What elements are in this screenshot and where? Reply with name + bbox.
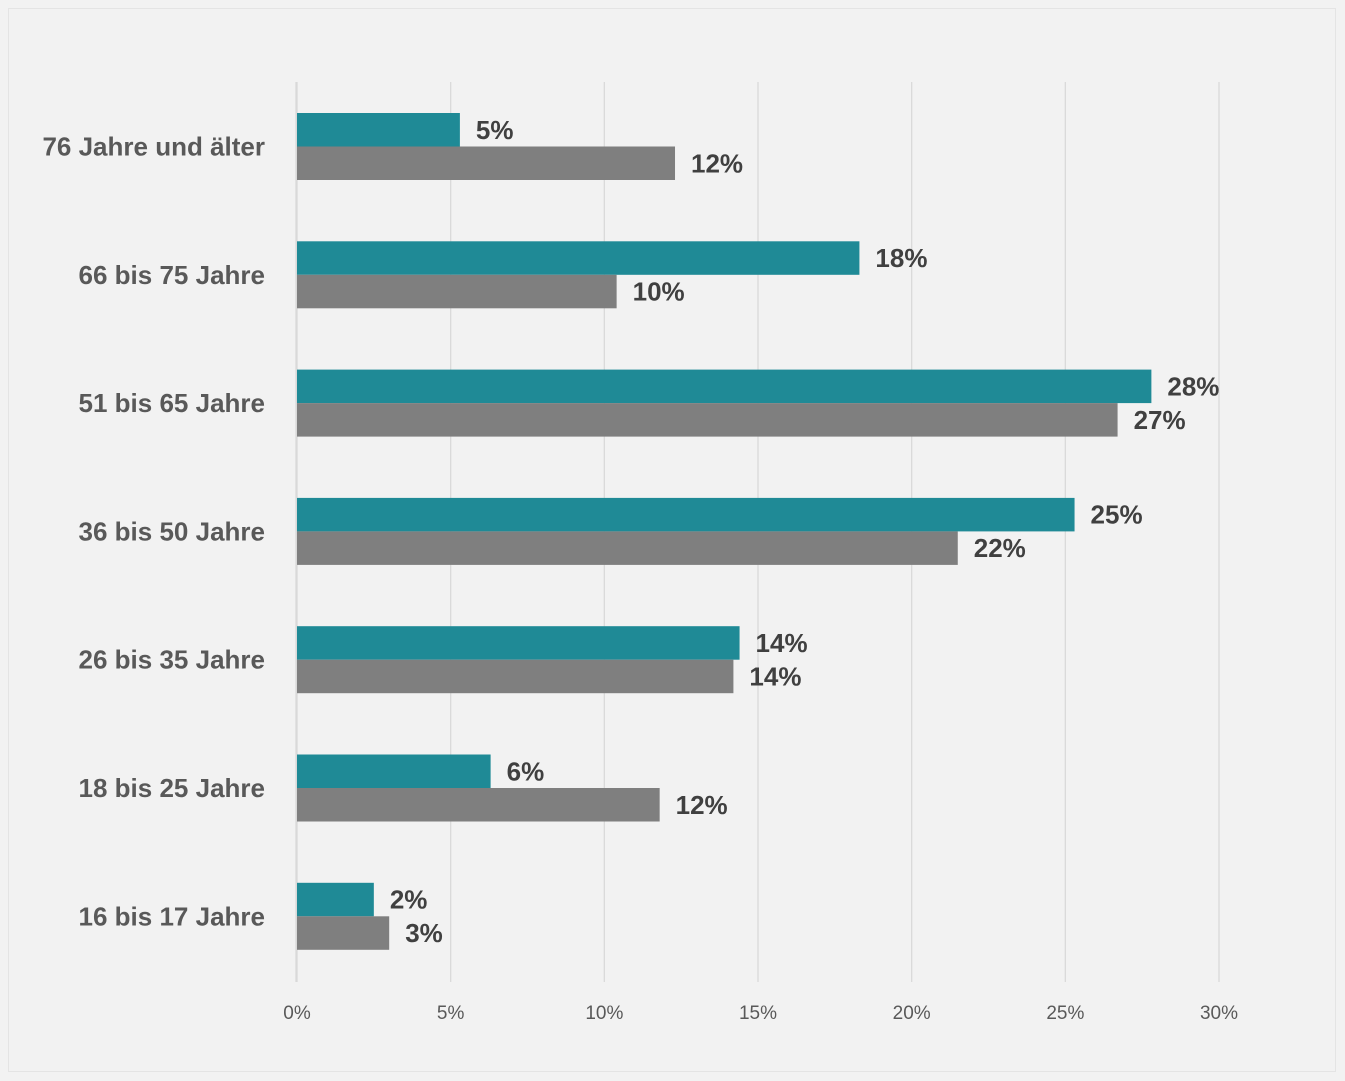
- x-tick-label: 5%: [437, 1003, 465, 1024]
- bar-series-2: [297, 403, 1118, 437]
- labels: 0% 5% 10% 15% 20% 25% 30% 76 Jahre und älter 5% 1…: [42, 115, 1238, 1024]
- bar-series-1: [297, 241, 860, 275]
- data-label: 14%: [756, 628, 808, 658]
- bar-series-2: [297, 146, 676, 180]
- bar-series-1: [297, 754, 491, 788]
- data-label: 6%: [507, 756, 545, 786]
- data-label: 12%: [676, 790, 728, 820]
- data-label: 12%: [691, 148, 743, 178]
- data-label: 25%: [1091, 500, 1143, 530]
- category-label: 18 bis 25 Jahre: [79, 773, 265, 803]
- bar-series-2: [297, 531, 958, 565]
- x-tick-label: 10%: [585, 1003, 623, 1024]
- bar-series-1: [297, 882, 374, 917]
- bar-series-1: [297, 626, 740, 660]
- bar-series-1: [297, 497, 1075, 532]
- data-label: 28%: [1167, 371, 1219, 401]
- category-label: 36 bis 50 Jahre: [79, 516, 265, 546]
- bars: [297, 113, 1152, 950]
- category-label: 16 bis 17 Jahre: [79, 901, 265, 931]
- data-label: 18%: [875, 243, 927, 273]
- x-tick-label: 30%: [1200, 1003, 1238, 1024]
- bar-series-2: [297, 659, 734, 694]
- data-label: 5%: [476, 115, 514, 145]
- bar-series-1: [297, 113, 460, 147]
- data-label: 3%: [405, 918, 443, 948]
- data-label: 2%: [390, 885, 428, 915]
- bar-series-2: [297, 788, 660, 822]
- category-label: 26 bis 35 Jahre: [79, 645, 265, 675]
- x-tick-label: 0%: [283, 1003, 311, 1024]
- x-tick-label: 25%: [1046, 1003, 1084, 1024]
- bar-series-2: [297, 916, 390, 950]
- category-label: 66 bis 75 Jahre: [79, 260, 265, 290]
- bar-series-2: [297, 274, 617, 309]
- data-label: 27%: [1134, 405, 1186, 435]
- x-tick-label: 20%: [893, 1003, 931, 1024]
- category-label: 51 bis 65 Jahre: [79, 388, 265, 418]
- bar-series-1: [297, 369, 1152, 404]
- data-label: 14%: [749, 661, 801, 691]
- x-tick-label: 15%: [739, 1003, 777, 1024]
- data-label: 10%: [633, 277, 685, 307]
- category-label: 76 Jahre und älter: [42, 132, 265, 162]
- data-label: 22%: [974, 533, 1026, 563]
